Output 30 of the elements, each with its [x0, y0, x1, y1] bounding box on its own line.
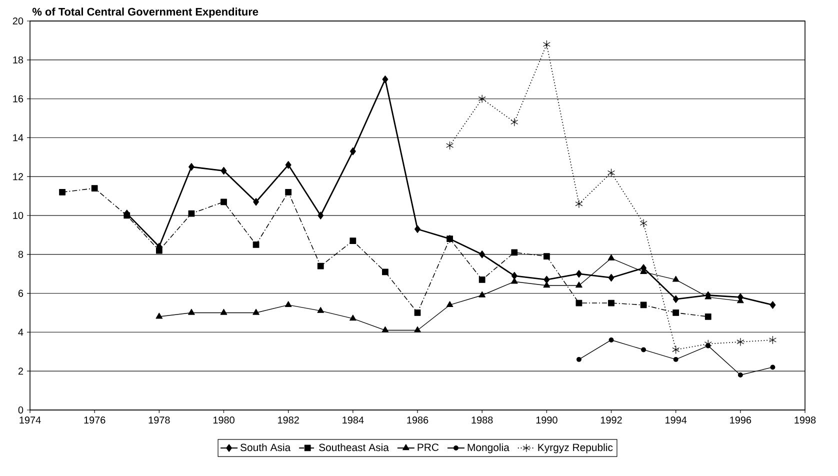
- x-tick-label: 1990: [536, 416, 558, 424]
- chart-title: % of Total Central Government Expenditure: [32, 8, 258, 18]
- legend-label: South Asia: [240, 443, 291, 452]
- y-tick-label: 14: [13, 134, 24, 142]
- x-tick-label: 1998: [794, 416, 816, 424]
- y-tick-label: 4: [18, 328, 24, 336]
- legend-label: Southeast Asia: [319, 443, 389, 452]
- y-tick-label: 10: [13, 212, 24, 220]
- x-tick-label: 1974: [20, 416, 41, 424]
- y-tick-label: 12: [13, 173, 23, 180]
- x-tick-label: 1984: [342, 416, 364, 424]
- y-tick-label: 2: [18, 368, 24, 375]
- x-tick-label: 1982: [278, 416, 299, 424]
- legend-label: PRC: [418, 444, 439, 452]
- y-tick-label: 16: [13, 95, 24, 102]
- x-tick-label: 1980: [213, 416, 234, 424]
- x-tick-label: 1986: [407, 416, 428, 424]
- x-tick-label: 1978: [148, 416, 170, 424]
- x-tick-label: 1992: [600, 416, 622, 424]
- x-tick-label: 1994: [666, 416, 687, 424]
- y-tick-label: 8: [18, 250, 24, 258]
- x-tick-label: 1988: [472, 416, 493, 424]
- y-tick-label: 18: [13, 56, 24, 64]
- legend-label: Kyrgyz Republic: [538, 443, 613, 454]
- y-tick-label: 0: [18, 406, 24, 414]
- legend-label: Mongolia: [468, 443, 510, 454]
- y-tick-label: 20: [12, 17, 24, 25]
- y-tick-label: 6: [18, 290, 24, 297]
- x-tick-label: 1996: [730, 416, 752, 424]
- x-tick-label: 1976: [84, 416, 106, 424]
